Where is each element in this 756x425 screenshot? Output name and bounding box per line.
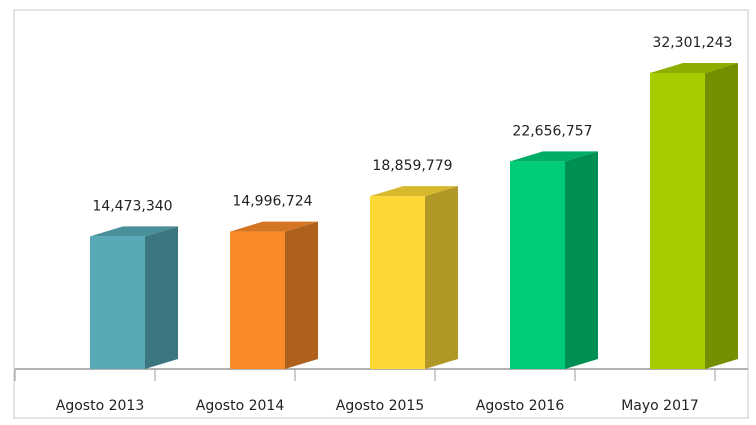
bar-side xyxy=(705,63,738,369)
bar-side xyxy=(565,151,598,369)
bar xyxy=(650,73,705,369)
x-tick-label: Mayo 2017 xyxy=(621,398,699,414)
bar xyxy=(370,196,425,369)
data-label: 22,656,757 xyxy=(512,123,592,139)
chart-frame xyxy=(13,9,749,419)
data-label: 14,473,340 xyxy=(92,198,172,214)
data-label: 32,301,243 xyxy=(652,35,732,51)
bar-side xyxy=(285,221,318,369)
bar-top xyxy=(90,226,178,237)
x-tick-label: Agosto 2016 xyxy=(476,398,565,414)
bar-top xyxy=(650,63,738,73)
data-label: 18,859,779 xyxy=(372,158,452,174)
x-tick-label: Agosto 2013 xyxy=(56,398,144,414)
bar-side xyxy=(145,226,178,369)
bar xyxy=(90,236,145,369)
bar-top xyxy=(370,186,458,197)
bar xyxy=(230,231,285,369)
data-label: 14,996,724 xyxy=(232,194,312,210)
bar-top xyxy=(230,221,318,232)
bar-top xyxy=(510,151,598,162)
x-tick-label: Agosto 2014 xyxy=(196,398,285,414)
x-tick-label: Agosto 2015 xyxy=(336,398,424,414)
bar-side xyxy=(425,186,458,369)
bar xyxy=(510,161,565,369)
